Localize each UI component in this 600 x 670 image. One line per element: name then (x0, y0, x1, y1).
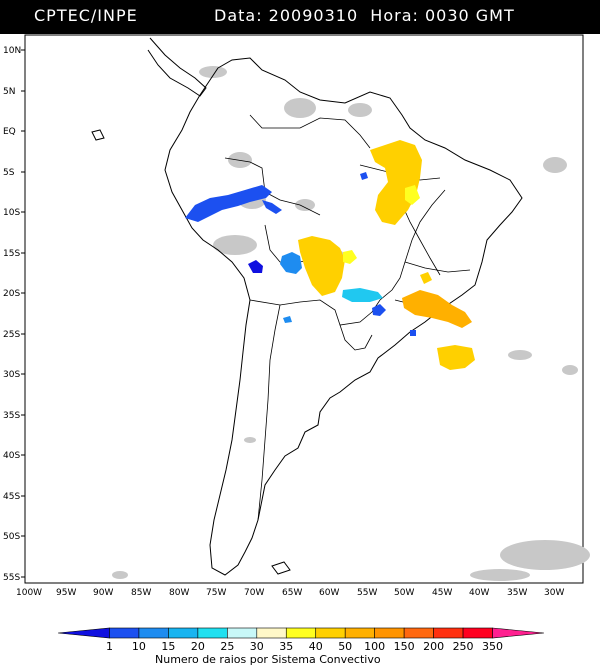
colorbar-segment (433, 627, 464, 639)
lat-label: 5S (3, 168, 15, 178)
colorbar-segment (403, 627, 434, 639)
date-time-title: Data: 20090310 Hora: 0030 GMT (214, 6, 515, 25)
colorbar-title: Numero de raios por Sistema Convectivo (155, 653, 381, 666)
colorbar-tick-label: 20 (191, 640, 205, 653)
colorbar-tick-label: 15 (161, 640, 175, 653)
south-america-coastline (164, 57, 523, 576)
lon-label: 65W (282, 588, 302, 598)
colorbar-segment (462, 627, 493, 639)
lat-label: EQ (3, 127, 16, 137)
colorbar (57, 627, 545, 639)
lon-label: 40W (469, 588, 489, 598)
colorbar-tick-label: 100 (364, 640, 385, 653)
lon-label: 30W (544, 588, 564, 598)
colorbar-tick-label: 35 (279, 640, 293, 653)
lon-label: 100W (16, 588, 42, 598)
lat-label: 35S (3, 411, 20, 421)
lat-label: 45S (3, 492, 20, 502)
lat-label: 30S (3, 370, 20, 380)
colorbar-segment (138, 627, 169, 639)
colorbar-tick-label: 250 (453, 640, 474, 653)
colorbar-tick-label: 25 (220, 640, 234, 653)
lat-label: 50S (3, 532, 20, 542)
colorbar-segment (374, 627, 405, 639)
colorbar-labels: 1 10 15 20 25 30 35 40 50 100 150 200 250 350 (106, 640, 503, 653)
lat-label: 20S (3, 289, 20, 299)
latitude-axis: 10N 5N EQ 5S 10S 15S 20S 25S 30S 35S 40S… (3, 46, 25, 583)
colorbar-segment (227, 627, 258, 639)
lon-label: 35W (507, 588, 527, 598)
colorbar-segment (57, 627, 110, 639)
colorbar-tick-label: 1 (106, 640, 113, 653)
lon-label: 45W (432, 588, 452, 598)
convective-systems (185, 140, 475, 370)
central-america-coastline (147, 37, 207, 97)
colorbar-tick-label: 30 (250, 640, 264, 653)
lon-label: 60W (319, 588, 339, 598)
lon-label: 80W (169, 588, 189, 598)
lon-label: 75W (206, 588, 226, 598)
lon-label: 85W (131, 588, 151, 598)
colorbar-segment (344, 627, 375, 639)
lon-label: 55W (357, 588, 377, 598)
lat-label: 15S (3, 249, 20, 259)
colorbar-tick-label: 50 (338, 640, 352, 653)
title-bar: CPTEC/INPE Data: 20090310 Hora: 0030 GMT (0, 0, 600, 34)
colorbar-tick-label: 10 (132, 640, 146, 653)
colorbar-tick-label: 40 (309, 640, 323, 653)
lon-label: 70W (244, 588, 264, 598)
lon-label: 50W (394, 588, 414, 598)
lon-label: 95W (56, 588, 76, 598)
lat-label: 10S (3, 208, 20, 218)
colorbar-segment (256, 627, 287, 639)
colorbar-tick-label: 150 (394, 640, 415, 653)
lat-label: 10N (3, 46, 21, 56)
colorbar-tick-label: 200 (423, 640, 444, 653)
lat-label: 25S (3, 330, 20, 340)
colorbar-segment (109, 627, 140, 639)
lon-label: 90W (93, 588, 113, 598)
islands (91, 129, 291, 575)
lat-label: 40S (3, 451, 20, 461)
colorbar-segment (197, 627, 228, 639)
colorbar-segment (285, 627, 317, 639)
colorbar-tick-label: 350 (482, 640, 503, 653)
colorbar-segment (168, 627, 199, 639)
lat-label: 55S (3, 573, 20, 583)
colorbar-segment (315, 627, 346, 639)
source-title: CPTEC/INPE (34, 6, 138, 25)
colorbar-segment (492, 627, 545, 639)
lat-label: 5N (3, 87, 15, 97)
longitude-axis: 100W 95W 90W 85W 80W 75W 70W 65W 60W 55W… (16, 588, 564, 598)
